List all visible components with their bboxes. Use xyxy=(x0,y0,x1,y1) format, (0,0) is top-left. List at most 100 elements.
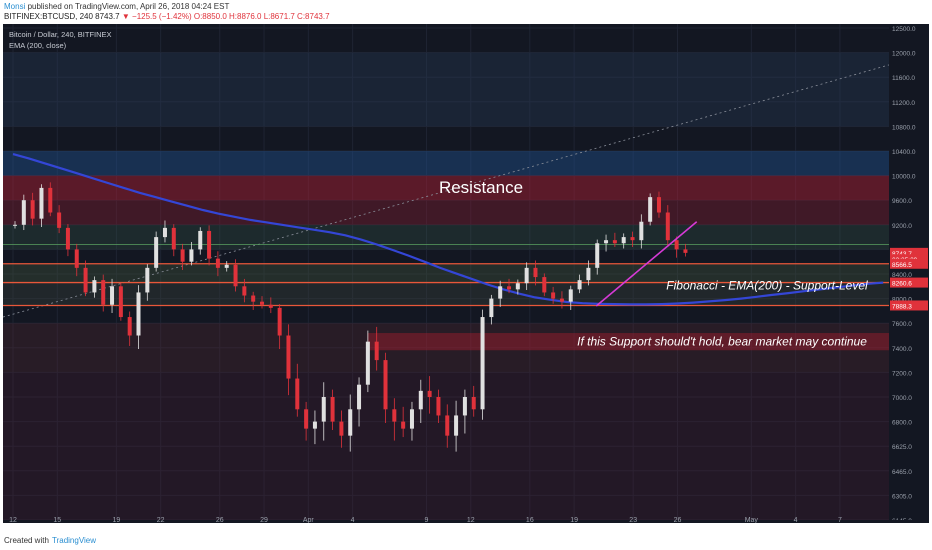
candle-body xyxy=(277,307,282,336)
fib-band xyxy=(3,151,889,176)
fib-band xyxy=(3,224,889,250)
price-tick-label: 11200.0 xyxy=(892,100,915,107)
candle-body xyxy=(454,415,459,436)
candle-body xyxy=(409,409,414,429)
symbol-info: BITFINEX:BTCUSD, 240 8743.7 ▼ −125.5 (−1… xyxy=(4,12,330,21)
candle-body xyxy=(357,384,362,410)
candle-body xyxy=(189,249,194,262)
candle-body xyxy=(674,240,679,250)
candle-body xyxy=(339,421,344,436)
candle-body xyxy=(118,286,123,318)
candle-body xyxy=(489,298,494,318)
candle-body xyxy=(65,227,70,250)
time-tick-label: 4 xyxy=(794,517,798,523)
candle-body xyxy=(507,286,512,290)
candle-body xyxy=(30,200,35,219)
chart-title: Bitcoin / Dollar, 240, BITFINEX xyxy=(9,30,112,39)
candle-body xyxy=(198,230,203,250)
candle-body xyxy=(74,249,79,268)
candle-body xyxy=(524,267,529,284)
candle-body xyxy=(207,230,212,259)
indicator-label: EMA (200, close) xyxy=(9,41,67,50)
price-tick-label: 6305.0 xyxy=(892,493,912,500)
time-tick-label: May xyxy=(745,517,759,523)
candle-body xyxy=(127,317,132,336)
candle-body xyxy=(348,409,353,436)
footer-bar: Created with TradingView xyxy=(0,530,932,550)
candle-body xyxy=(648,197,653,222)
candle-body xyxy=(665,212,670,241)
time-tick-label: 12 xyxy=(9,517,17,523)
time-tick-label: 19 xyxy=(570,517,578,523)
candle-body xyxy=(101,280,106,305)
candle-body xyxy=(39,187,44,219)
candle-body xyxy=(586,267,591,281)
candle-body xyxy=(330,397,335,422)
candle-body xyxy=(445,415,450,436)
candle-body xyxy=(656,197,661,213)
candle-body xyxy=(683,249,688,253)
time-tick-label: 29 xyxy=(260,517,268,523)
candle-body xyxy=(136,292,141,336)
ohlc-values: O:8850.0 H:8876.0 L:8671.7 C:8743.7 xyxy=(193,12,330,21)
candle-body xyxy=(312,421,317,429)
candle-body xyxy=(595,243,600,268)
fib-band xyxy=(3,200,889,225)
header-bar: Monsi published on TradingView.com, Apri… xyxy=(0,0,932,22)
candle-body xyxy=(154,237,159,268)
candle-body xyxy=(462,397,467,416)
price-tick-label: 7000.0 xyxy=(892,395,912,402)
price-tick-label: 6625.0 xyxy=(892,444,912,451)
candle-body xyxy=(418,390,423,410)
candle-body xyxy=(83,267,88,293)
candle-body xyxy=(374,341,379,361)
candle-body xyxy=(436,397,441,416)
price-tick-label: 9200.0 xyxy=(892,223,912,230)
candle-body xyxy=(551,292,556,299)
time-tick-label: 19 xyxy=(112,517,120,523)
candle-body xyxy=(145,267,150,293)
candle-body xyxy=(401,421,406,429)
price-chart[interactable]: Resistance Fibonacci - EMA(200) - Support… xyxy=(2,24,929,525)
candle-body xyxy=(110,286,115,305)
candle-body xyxy=(286,335,291,379)
publish-info: Monsi published on TradingView.com, Apri… xyxy=(4,2,229,11)
last-price: 8743.7 xyxy=(95,12,120,21)
time-tick-label: 16 xyxy=(526,517,534,523)
candle-body xyxy=(13,224,17,226)
candle-body xyxy=(515,283,520,290)
candle-body xyxy=(260,301,265,305)
chart-panel[interactable]: Resistance Fibonacci - EMA(200) - Support… xyxy=(2,24,929,525)
price-tick-label: 7400.0 xyxy=(892,346,912,353)
candle-body xyxy=(57,212,62,228)
tradingview-logo[interactable]: TradingView xyxy=(52,536,97,545)
fib-band xyxy=(3,263,889,283)
resistance-annotation: Resistance xyxy=(439,178,523,197)
time-tick-label: 26 xyxy=(674,517,682,523)
time-tick-label: 22 xyxy=(157,517,165,523)
candle-body xyxy=(321,397,326,422)
price-tick-label: 7200.0 xyxy=(892,370,912,377)
time-axis xyxy=(3,520,929,523)
candle-body xyxy=(498,286,503,299)
ema-200-line xyxy=(12,153,884,306)
candle-body xyxy=(365,341,370,385)
candle-body xyxy=(21,200,26,225)
candle-body xyxy=(162,227,167,238)
price-change: −125.5 (−1.42%) xyxy=(132,12,192,21)
candle-body xyxy=(577,280,582,290)
price-tick-label: 9600.0 xyxy=(892,198,912,205)
candle-body xyxy=(295,378,300,410)
price-tick-label: 8400.0 xyxy=(892,272,912,279)
author-link[interactable]: Monsi xyxy=(4,2,26,11)
time-tick-label: 15 xyxy=(53,517,61,523)
price-tag xyxy=(890,300,928,311)
fib-band xyxy=(3,372,889,520)
price-tag xyxy=(890,258,928,269)
candle-body xyxy=(621,237,626,244)
candle-body xyxy=(471,397,476,410)
dotted-trendline xyxy=(2,64,890,318)
fib-band xyxy=(3,323,889,373)
time-tick-label: 26 xyxy=(216,517,224,523)
candle-body xyxy=(542,277,547,293)
